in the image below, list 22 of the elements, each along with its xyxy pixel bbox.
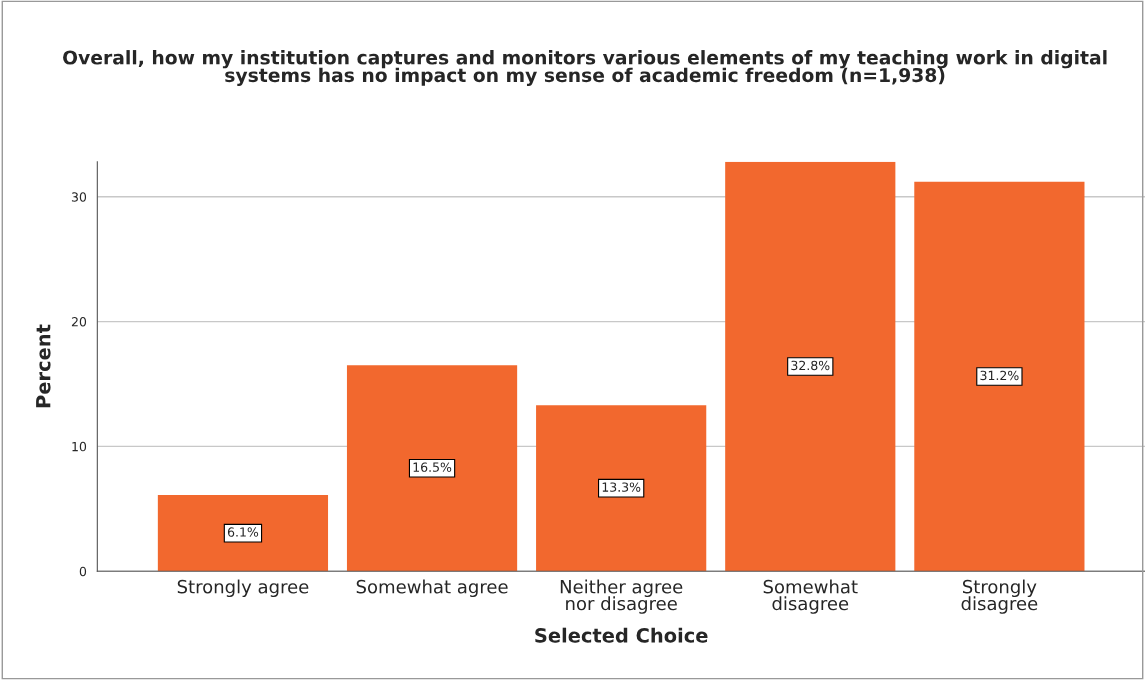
bar: [536, 405, 707, 572]
x-tick-label: Strongly agree: [177, 579, 309, 598]
x-tick-label: Somewhat agree: [356, 579, 508, 598]
data-label: 32.8%: [791, 360, 830, 371]
bar: [725, 161, 896, 572]
bar: [914, 181, 1085, 572]
y-axis-title: Percent: [36, 324, 51, 408]
data-label: 31.2%: [980, 370, 1019, 381]
y-tick-label: 30: [71, 192, 87, 202]
y-tick-label: 20: [71, 317, 87, 327]
y-tick-label: 0: [79, 566, 87, 577]
data-label: 13.3%: [602, 482, 641, 492]
x-axis-title: Selected Choice: [535, 627, 708, 643]
bar: [157, 495, 329, 572]
bar: [346, 365, 518, 572]
x-tick-label: Strongly disagree: [961, 579, 1038, 614]
x-tick-label: Somewhat disagree: [763, 579, 858, 614]
data-label: 6.1%: [227, 527, 259, 537]
data-label: 16.5%: [413, 462, 452, 472]
y-tick-label: 10: [72, 441, 87, 452]
chart-title: Overall, how my institution captures and monitors various elements of my teaching work in digital systems has no impact on my sense of academic freedom (n=1,938): [63, 50, 1107, 86]
x-tick-label: Neither agree nor disagree: [560, 579, 683, 614]
